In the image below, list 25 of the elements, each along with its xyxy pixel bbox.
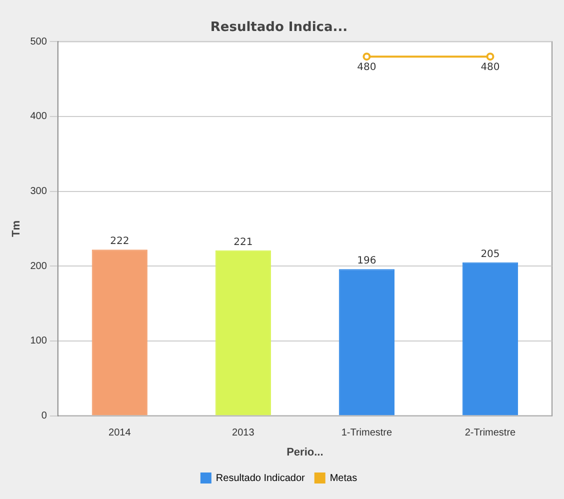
x-tick-label: 2013 bbox=[232, 428, 255, 439]
data-label: 205 bbox=[480, 248, 500, 260]
y-axis-title: Tm bbox=[10, 220, 23, 237]
y-tick-label: 300 bbox=[30, 186, 48, 198]
y-tick-label: 100 bbox=[30, 336, 48, 347]
y-tick-label: 400 bbox=[30, 111, 48, 122]
legend-label: Resultado Indicador bbox=[216, 472, 306, 484]
data-label: 480 bbox=[357, 62, 376, 74]
y-tick-label: 0 bbox=[41, 410, 48, 422]
data-label: 221 bbox=[234, 236, 253, 248]
x-tick-label: 2014 bbox=[108, 428, 132, 439]
bar bbox=[462, 262, 518, 416]
bar bbox=[338, 269, 394, 416]
x-tick-label: 2-Trimestre bbox=[464, 428, 516, 439]
y-tick-label: 200 bbox=[30, 260, 48, 272]
x-axis-title: Perio... bbox=[286, 446, 324, 458]
y-tick-label: 500 bbox=[30, 36, 48, 48]
bar bbox=[215, 250, 271, 416]
x-tick-label: 1-Trimestre bbox=[341, 428, 393, 439]
data-label: 196 bbox=[357, 256, 376, 267]
data-label: 480 bbox=[480, 62, 500, 74]
data-label: 222 bbox=[110, 236, 130, 248]
legend-label: Metas bbox=[330, 472, 358, 484]
bar bbox=[92, 250, 148, 416]
chart-title: Resultado Indica... bbox=[210, 20, 348, 36]
